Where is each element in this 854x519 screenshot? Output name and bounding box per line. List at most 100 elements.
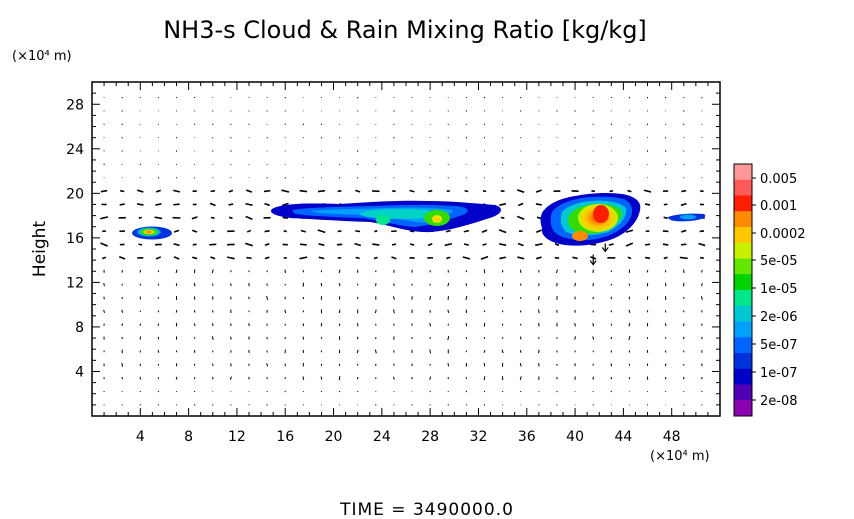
wind-vector (411, 309, 413, 314)
wind-vector (700, 283, 703, 287)
wind-vector (643, 189, 652, 193)
wind-vector (429, 295, 431, 300)
wind-vector (574, 282, 576, 287)
wind-vector (681, 189, 687, 193)
wind-vector (683, 323, 685, 327)
wind-vector (100, 216, 109, 220)
x-tick-label: 36 (518, 429, 536, 445)
time-readout: TIME = 3490000.0 (339, 500, 514, 519)
wind-vector (266, 283, 268, 286)
colorbar-swatch (734, 211, 752, 228)
wind-vector (447, 282, 450, 287)
wind-vector (175, 376, 178, 380)
wind-vector (118, 256, 126, 260)
colorbar: 0.005 0.001 0.0002 5e-05 1e-05 2e-06 5e-07 1e-0… (733, 163, 806, 417)
colorbar-swatch (734, 353, 752, 370)
wind-vector (610, 363, 613, 367)
wind-vector (318, 256, 325, 260)
wind-vector (592, 323, 595, 327)
wind-vector (628, 322, 631, 327)
wind-vector (336, 243, 343, 246)
wind-vector (447, 309, 450, 314)
wind-vector (463, 229, 470, 233)
wind-vector (103, 282, 105, 287)
wind-vector (645, 256, 651, 260)
wind-vector (610, 336, 613, 340)
colorbar-swatch (734, 242, 752, 259)
colorbar-label: 2e-06 (760, 310, 798, 325)
wind-vector (230, 336, 232, 340)
wind-vector (245, 242, 253, 247)
wind-vector (517, 189, 525, 194)
colorbar-label: 2e-08 (760, 394, 798, 409)
time-value: 3490000.0 (413, 500, 514, 519)
wind-vector (409, 243, 415, 246)
wind-vector (191, 229, 198, 233)
wind-vector (245, 215, 253, 220)
wind-vector (230, 283, 232, 286)
wind-vector (356, 323, 359, 327)
cloud-field (132, 192, 706, 246)
wind-vector (245, 189, 253, 193)
wind-vector (300, 229, 306, 233)
wind-vector (538, 296, 540, 300)
wind-vector (465, 295, 468, 300)
wind-vector (592, 296, 594, 300)
wind-vector (302, 296, 305, 300)
y-axis-unit: (×10⁴ m) (12, 49, 72, 64)
wind-vector (299, 243, 307, 246)
wind-vector (320, 282, 323, 287)
wind-vector (391, 243, 396, 246)
wind-vector (499, 256, 507, 260)
wind-vector (592, 336, 595, 340)
wind-vector (429, 376, 432, 380)
wind-vector (139, 269, 142, 273)
wind-vector (429, 337, 431, 340)
wind-vector (483, 269, 486, 274)
wind-vector (519, 376, 522, 380)
wind-vector (574, 336, 577, 340)
x-tick-label: 48 (663, 429, 681, 445)
x-tick-label: 24 (373, 429, 391, 445)
wind-vector (681, 229, 687, 233)
wind-vector (463, 243, 469, 246)
wind-vector (644, 203, 651, 206)
wind-vector (465, 323, 468, 327)
wind-vector (299, 189, 308, 193)
wind-vector (574, 269, 576, 273)
wind-vector (499, 202, 507, 206)
wind-vector (481, 229, 488, 233)
wind-vector (136, 203, 144, 206)
wind-vector (211, 363, 214, 367)
wind-vector (482, 243, 487, 246)
x-tick-label: 40 (566, 429, 584, 445)
wind-vector (701, 363, 703, 367)
y-tick-label: 4 (75, 364, 84, 380)
wind-vector (173, 203, 180, 206)
wind-vector (175, 309, 178, 313)
wind-vector (519, 283, 522, 286)
wind-vector (519, 336, 522, 340)
wind-vector (536, 216, 541, 220)
wind-vector (173, 229, 180, 233)
wind-vector (516, 215, 525, 220)
wind-vector (462, 256, 471, 260)
wind-vector (173, 189, 181, 193)
cloud-region-1-core (136, 227, 162, 237)
wind-vector (625, 242, 634, 247)
y-tick-label: 28 (66, 97, 84, 113)
cloud-region-2-peak (432, 215, 442, 223)
wind-vector (498, 229, 507, 234)
wind-vector (281, 189, 290, 193)
wind-vector (228, 203, 234, 206)
wind-vector (501, 349, 504, 354)
x-tick-label: 8 (184, 429, 193, 445)
wind-vector (263, 189, 271, 193)
colorbar-label: 1e-05 (760, 282, 798, 297)
wind-vector (483, 363, 486, 367)
wind-vector (374, 309, 377, 314)
wind-vector (139, 283, 142, 286)
wind-vector (427, 189, 433, 193)
wind-vector (211, 336, 214, 340)
wind-vector (628, 350, 631, 353)
